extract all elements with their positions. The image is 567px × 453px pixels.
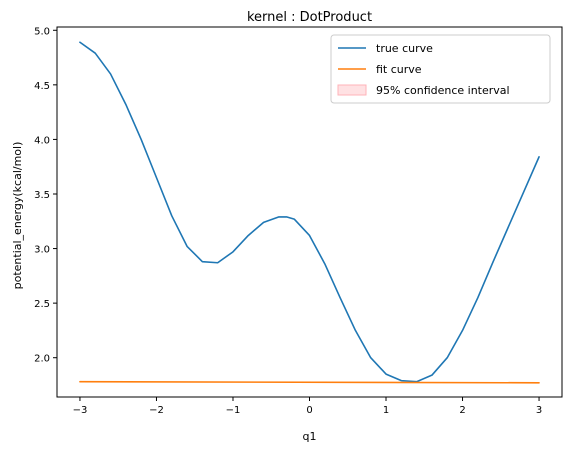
y-tick-label: 2.5 bbox=[34, 299, 50, 310]
legend-label-95-confidence-interval: 95% confidence interval bbox=[376, 84, 510, 97]
x-axis-label: q1 bbox=[303, 430, 317, 443]
y-tick-label: 4.0 bbox=[34, 135, 50, 146]
legend-label-true-curve: true curve bbox=[376, 42, 433, 55]
y-tick-label: 3.5 bbox=[34, 190, 50, 201]
x-tick-label: 0 bbox=[306, 405, 312, 416]
legend-label-fit-curve: fit curve bbox=[376, 63, 422, 76]
x-axis: −3 −2 −1 0 1 2 3 bbox=[73, 397, 542, 416]
x-tick-label: −3 bbox=[73, 405, 88, 416]
y-tick-label: 3.0 bbox=[34, 245, 50, 256]
x-tick-label: −1 bbox=[226, 405, 241, 416]
legend-swatch-95-confidence-interval bbox=[337, 84, 367, 96]
series-line-true-curve bbox=[79, 41, 540, 383]
x-tick-label: 3 bbox=[536, 405, 542, 416]
series-layer bbox=[79, 41, 540, 384]
chart-title: kernel : DotProduct bbox=[247, 10, 372, 25]
y-axis: 2.0 2.5 3.0 3.5 4.0 4.5 5.0 bbox=[34, 26, 57, 365]
y-tick-label: 4.5 bbox=[34, 81, 50, 92]
x-tick-label: 1 bbox=[383, 405, 389, 416]
y-axis-label: potential_energy(kcal/mol) bbox=[11, 142, 24, 290]
x-tick-label: 2 bbox=[459, 405, 465, 416]
legend: true curve fit curve 95% confidence interv… bbox=[330, 34, 551, 104]
y-tick-label: 5.0 bbox=[34, 26, 50, 37]
y-tick-label: 2.0 bbox=[34, 354, 50, 365]
series-line-fit-curve bbox=[79, 380, 540, 384]
x-tick-label: −2 bbox=[149, 405, 164, 416]
legend-box bbox=[330, 34, 551, 104]
